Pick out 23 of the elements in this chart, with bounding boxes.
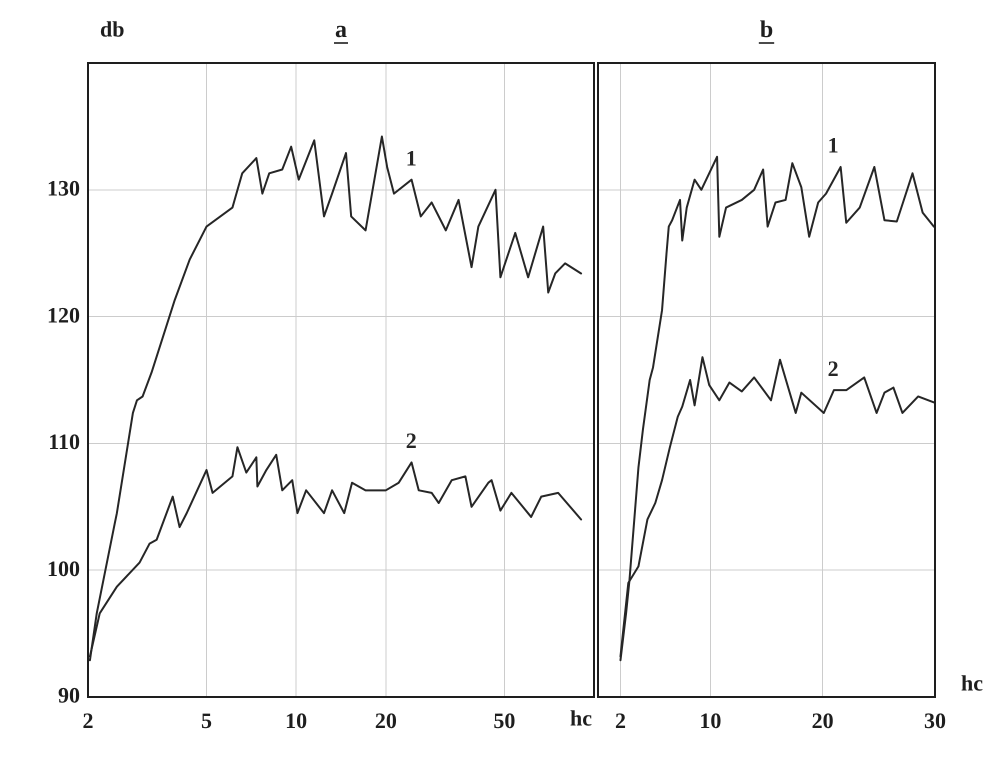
y-tick-label: 110 (48, 429, 80, 454)
y-tick-label: 120 (47, 302, 80, 328)
series-label: 2 (406, 428, 417, 454)
x-tick-label: 10 (699, 708, 722, 733)
x-tick-label: 2 (614, 708, 626, 733)
x-axis-title: hc (961, 670, 984, 696)
x-tick-label: 2 (82, 708, 94, 733)
y-axis-title: db (100, 16, 124, 42)
x-tick-label: 10 (285, 708, 308, 733)
x-tick-label: 20 (812, 708, 834, 733)
y-tick-label: 90 (58, 682, 80, 708)
x-tick-label: 30 (924, 708, 946, 733)
series-label: 2 (828, 356, 839, 381)
chart-title: b (760, 17, 774, 44)
series-label: 1 (406, 145, 417, 170)
series-label: 1 (828, 132, 839, 158)
chart-title: a (335, 17, 347, 44)
x-tick-label: 5 (201, 708, 212, 733)
y-tick-label: 100 (47, 556, 80, 581)
y-tick-label: 130 (47, 175, 80, 200)
x-tick-label: 20 (374, 708, 397, 733)
x-tick-label: 50 (493, 708, 516, 733)
x-axis-title: hc (570, 706, 592, 731)
